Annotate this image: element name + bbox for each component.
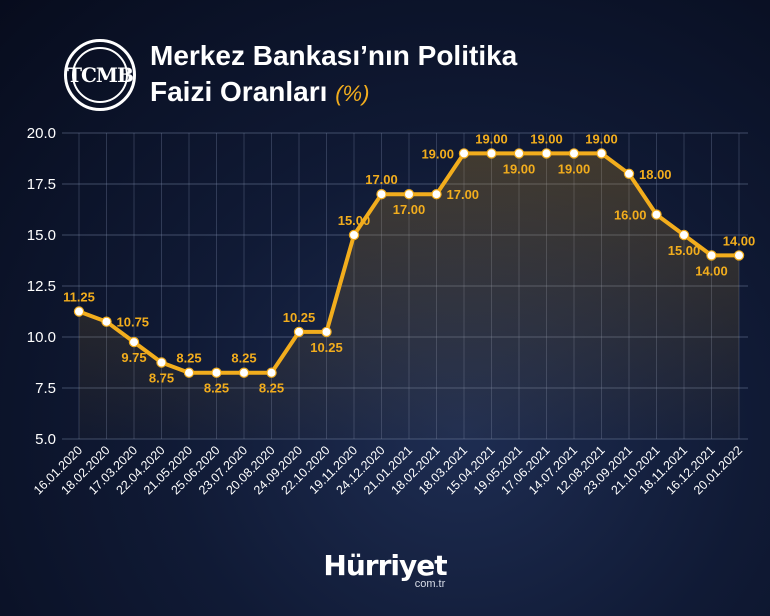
data-label: 15.00: [668, 243, 701, 258]
data-label: 8.25: [259, 381, 284, 396]
data-label: 8.75: [149, 371, 174, 386]
data-label: 14.00: [723, 233, 756, 248]
y-tick-label: 20.0: [27, 125, 56, 142]
data-label: 19.00: [503, 161, 536, 176]
title-unit: (%): [335, 81, 370, 106]
brand-logo: Hürriyet com.tr: [0, 549, 770, 591]
data-label: 14.00: [695, 263, 728, 278]
data-label: 17.00: [447, 187, 480, 202]
data-point: [376, 188, 387, 200]
y-tick-label: 7.5: [35, 380, 56, 397]
y-tick-label: 17.5: [27, 176, 56, 193]
logo-text: TCMB: [67, 63, 134, 87]
data-point: [73, 306, 85, 317]
data-point: [513, 148, 525, 159]
series-area: [79, 153, 739, 439]
data-label: 19.00: [558, 161, 591, 176]
data-label: 19.00: [530, 131, 563, 146]
data-label: 19.00: [585, 131, 618, 146]
data-label: 8.25: [176, 351, 201, 366]
data-point: [211, 367, 222, 378]
data-label: 10.25: [283, 310, 316, 325]
data-label: 19.00: [475, 131, 508, 146]
tcmb-logo-mark: TCMB: [67, 47, 134, 103]
data-point: [651, 209, 662, 220]
brand-sub: com.tr: [414, 578, 446, 590]
data-point: [293, 326, 305, 338]
y-tick-label: 12.5: [27, 278, 56, 295]
data-point: [733, 250, 745, 261]
data-point: [348, 229, 360, 241]
data-point: [128, 336, 140, 348]
data-point: [238, 367, 250, 378]
y-tick-label: 15.0: [27, 227, 56, 244]
title-line-1: Merkez Bankası’nın Politika: [150, 40, 518, 71]
chart-title: Merkez Bankası’nın Politika Faizi Oranla…: [150, 38, 517, 112]
title-line-2-text: Faizi Oranları: [150, 76, 328, 107]
data-point: [486, 148, 497, 159]
data-point: [568, 148, 580, 159]
data-label: 8.25: [204, 381, 229, 396]
data-label: 17.00: [393, 202, 426, 217]
data-point: [541, 148, 552, 159]
data-label: 17.00: [365, 172, 398, 187]
data-label: 11.25: [63, 290, 95, 305]
data-point: [156, 357, 167, 368]
y-tick-label: 10.0: [27, 329, 56, 346]
data-point: [321, 326, 332, 338]
data-point: [706, 250, 717, 261]
y-tick-label: 5.0: [35, 431, 56, 448]
title-line-2: Faizi Oranları (%): [150, 74, 517, 112]
data-point: [431, 188, 442, 200]
data-point: [403, 188, 415, 200]
data-label: 16.00: [614, 208, 647, 223]
data-label: 10.75: [117, 315, 150, 330]
data-point: [183, 367, 195, 378]
brand-name: Hürriyet: [323, 549, 447, 582]
data-label: 19.00: [421, 146, 454, 161]
data-label: 8.25: [231, 351, 256, 366]
data-label: 10.25: [310, 340, 343, 355]
data-point: [678, 229, 690, 241]
data-point: [623, 168, 635, 179]
header: TCMB Merkez Bankası’nın Politika Faizi O…: [64, 38, 517, 112]
data-label: 15.00: [338, 213, 371, 228]
data-label: 9.75: [121, 350, 146, 365]
data-point: [266, 367, 277, 378]
data-point: [458, 148, 470, 159]
data-point: [596, 148, 607, 159]
data-label: 18.00: [639, 167, 672, 182]
data-point: [101, 316, 112, 327]
tcmb-logo: TCMB: [64, 39, 136, 111]
